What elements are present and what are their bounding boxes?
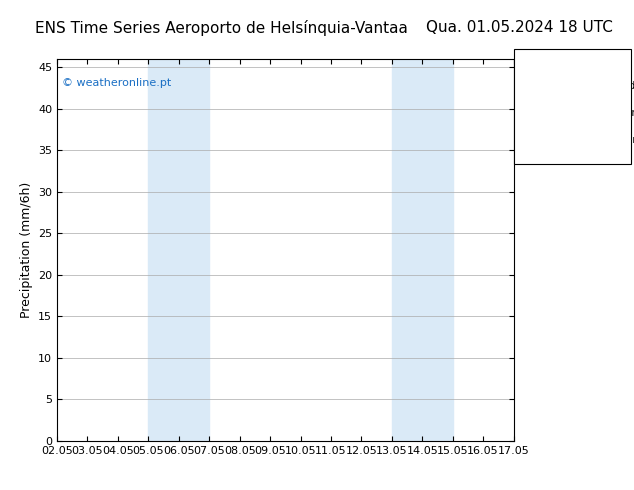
Text: © weatheronline.pt: © weatheronline.pt — [61, 78, 171, 88]
Text: ENS Time Series Aeroporto de Helsínquia-Vantaa: ENS Time Series Aeroporto de Helsínquia-… — [36, 20, 408, 36]
Bar — [148, 59, 209, 441]
Y-axis label: Precipitation (mm/6h): Precipitation (mm/6h) — [20, 182, 32, 318]
Text: Controll run: Controll run — [577, 135, 634, 145]
Text: Desvio padr tilde;o: Desvio padr tilde;o — [577, 81, 634, 91]
Text: Ensemble mean run: Ensemble mean run — [577, 108, 634, 118]
Bar — [392, 59, 453, 441]
Text: min/max: min/max — [577, 54, 623, 64]
Text: Qua. 01.05.2024 18 UTC: Qua. 01.05.2024 18 UTC — [427, 20, 613, 35]
